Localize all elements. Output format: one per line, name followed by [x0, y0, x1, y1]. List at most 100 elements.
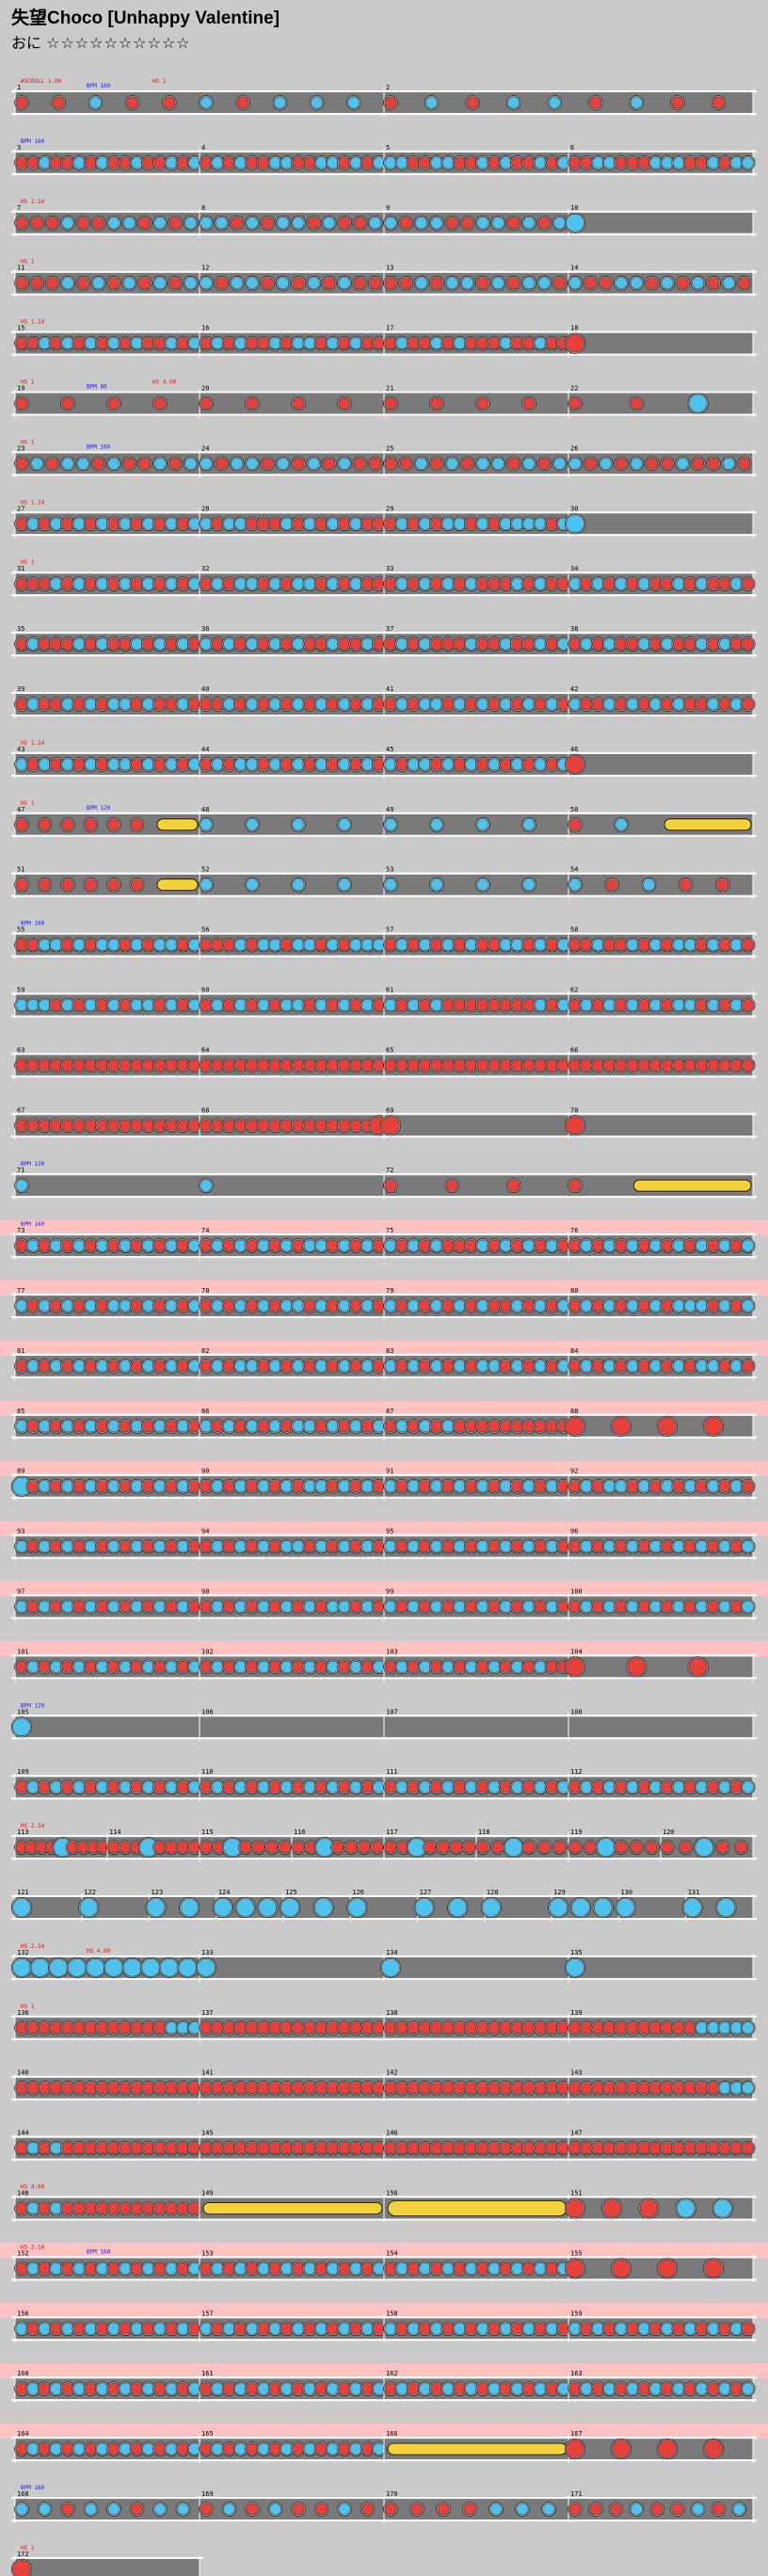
- don-note-face: [234, 1058, 248, 1071]
- don-note-face: [131, 1360, 144, 1373]
- ka-note-face: [453, 2322, 466, 2335]
- ka-note-face: [314, 1239, 328, 1252]
- ka-note-face: [488, 1360, 501, 1373]
- ka-note-face: [683, 2322, 696, 2335]
- don-note-face: [419, 2322, 432, 2335]
- ka-note-face: [414, 1898, 434, 1917]
- bar-number: 56: [201, 926, 209, 934]
- don-note-face: [142, 2142, 155, 2155]
- bar-number: 91: [386, 1468, 393, 1475]
- ka-note-face: [49, 1958, 69, 1977]
- ka-note-face: [303, 577, 316, 590]
- don-note-face: [646, 457, 659, 470]
- ka-note-face: [695, 1838, 714, 1857]
- don-note-face: [545, 1780, 558, 1794]
- don-note-face: [131, 1058, 144, 1071]
- ka-note-face: [72, 156, 86, 169]
- don-note-face: [373, 758, 386, 771]
- don-note-face: [522, 1058, 536, 1071]
- don-note-face: [683, 637, 696, 651]
- ka-note-face: [338, 758, 351, 771]
- don-note-face: [268, 1601, 281, 1614]
- don-note-face: [534, 2082, 547, 2095]
- bar-number: 25: [386, 444, 393, 452]
- ka-note-face: [407, 2322, 420, 2335]
- don-note-face: [603, 2322, 616, 2335]
- don-note-face: [268, 517, 281, 530]
- don-note-face: [707, 637, 720, 651]
- don-note-face: [568, 2021, 582, 2035]
- ka-note-face: [729, 2021, 743, 2035]
- don-note-face: [303, 2322, 316, 2335]
- don-note-face: [453, 2382, 466, 2395]
- don-note-face: [165, 1420, 178, 1433]
- don-note-face: [61, 2382, 74, 2395]
- ka-note-face: [742, 1239, 755, 1252]
- don-note-face: [107, 1058, 120, 1071]
- don-note-face: [373, 637, 386, 651]
- ka-note-face: [153, 457, 167, 470]
- ka-note-face: [419, 1780, 432, 1794]
- don-note-face: [338, 2382, 351, 2395]
- don-note-face: [15, 2082, 28, 2095]
- don-note-face: [85, 2262, 98, 2275]
- ka-note-face: [683, 1480, 696, 1493]
- ka-note-face: [50, 1360, 63, 1373]
- don-note-face: [142, 1601, 155, 1614]
- ka-note-face: [511, 517, 524, 530]
- ka-note-face: [476, 217, 489, 230]
- ka-note-face: [672, 1540, 685, 1554]
- ka-note-face: [445, 457, 458, 470]
- don-note-face: [373, 2021, 386, 2035]
- don-note-face: [96, 2202, 109, 2215]
- don-note-face: [119, 2142, 132, 2155]
- ka-note-face: [303, 2442, 316, 2455]
- don-note-face: [430, 939, 443, 952]
- don-note-face: [15, 2202, 28, 2215]
- don-note-face: [683, 2082, 696, 2095]
- don-note-face: [327, 2142, 340, 2155]
- ka-note-face: [165, 337, 178, 350]
- don-note-face: [165, 1841, 178, 1854]
- bar-number: 30: [570, 505, 578, 512]
- ka-note-face: [26, 2262, 40, 2275]
- ka-note-face: [258, 1898, 278, 1917]
- ka-note-face: [257, 1299, 270, 1312]
- don-note-face: [26, 2322, 40, 2335]
- ka-note-face: [534, 2262, 547, 2275]
- ka-note-face: [165, 2442, 178, 2455]
- don-note-face: [257, 156, 270, 169]
- ka-note-face: [672, 577, 685, 590]
- ka-note-face: [61, 999, 74, 1012]
- ka-note-face: [165, 2262, 178, 2275]
- don-note-face: [107, 396, 120, 410]
- don-note-face: [419, 1480, 432, 1493]
- ka-note-face: [50, 2382, 63, 2395]
- don-note-face: [223, 577, 236, 590]
- ka-note-face: [153, 1601, 167, 1614]
- don-note-face: [200, 1299, 213, 1312]
- don-note-face: [661, 2021, 674, 2035]
- ka-note-face: [61, 457, 74, 470]
- don-note-face: [615, 999, 628, 1012]
- don-note-face: [15, 1119, 28, 1132]
- don-note-face: [246, 1780, 259, 1794]
- don-note-face: [349, 1299, 362, 1312]
- bar-number: 121: [17, 1889, 29, 1896]
- don-note-face: [511, 637, 524, 651]
- ka-note-face: [303, 939, 316, 952]
- ka-note-face: [369, 217, 382, 230]
- don-note-face: [200, 2142, 213, 2155]
- bar-number: 168: [17, 2490, 29, 2498]
- don-note-face: [488, 1299, 501, 1312]
- ka-note-face: [119, 1660, 132, 1673]
- ka-note-face: [373, 939, 386, 952]
- ka-note-face: [712, 2198, 732, 2218]
- bar-number: 107: [386, 1708, 398, 1715]
- don-note-face: [76, 217, 89, 230]
- ka-note-face: [200, 637, 213, 651]
- don-note-face: [615, 1058, 628, 1071]
- don-note-face: [200, 577, 213, 590]
- bar-number: 28: [201, 505, 209, 512]
- don-note-face: [637, 156, 650, 169]
